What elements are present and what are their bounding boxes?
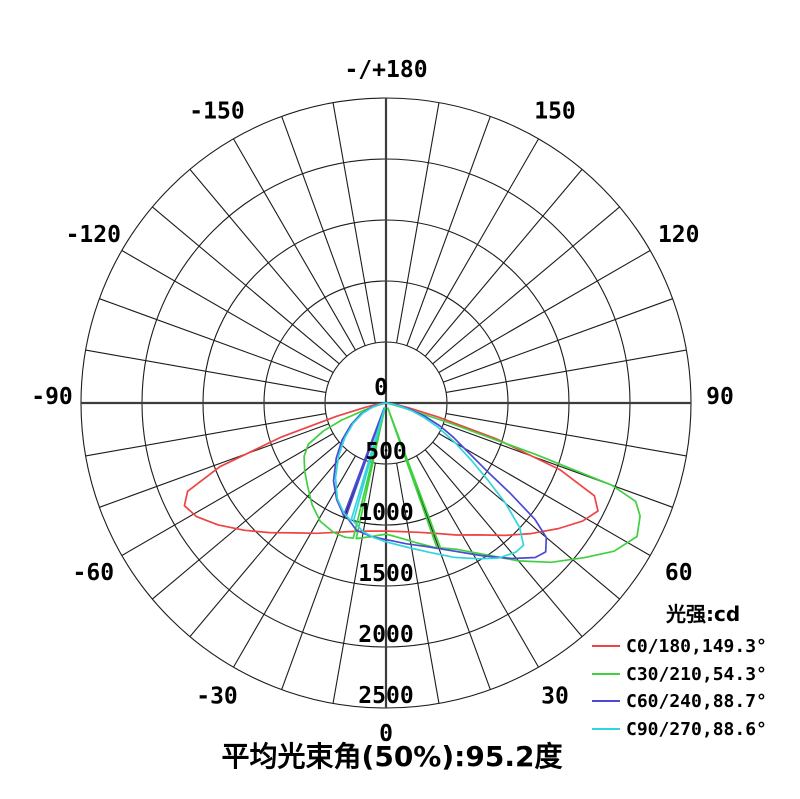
angle-label-0: 0: [379, 721, 393, 747]
intensity-curve-2: [332, 402, 548, 560]
polar-grid-spoke: [85, 413, 327, 457]
polar-grid-spoke: [438, 250, 651, 373]
polar-grid-spoke: [443, 423, 673, 508]
polar-grid-spoke: [416, 138, 539, 351]
intensity-curve-0: [183, 402, 599, 537]
angle-label-120: 120: [658, 222, 700, 248]
polar-grid-spoke: [406, 116, 491, 346]
polar-grid-spoke: [438, 433, 651, 556]
radial-label-2000: 2000: [358, 622, 413, 648]
polar-grid-spoke: [432, 206, 620, 365]
intensity-curves: [183, 402, 641, 564]
angle-label--30: -30: [196, 684, 238, 710]
intensity-curve-3: [334, 402, 525, 560]
angle-label--120: -120: [66, 222, 121, 248]
polar-grid-spoke: [332, 102, 376, 344]
polar-grid: [80, 97, 692, 709]
polar-grid-spoke: [281, 116, 366, 346]
legend-label-3: C90/270,88.6°: [626, 719, 767, 740]
polar-grid-spoke: [99, 423, 329, 508]
polar-grid-spoke: [233, 138, 356, 351]
angle-label--90: -90: [31, 384, 73, 410]
polar-grid-spoke: [121, 250, 334, 373]
polar-grid-spoke: [189, 169, 348, 357]
angle-label-30: 30: [541, 684, 569, 710]
polar-grid-spoke: [396, 102, 440, 344]
legend-label-0: C0/180,149.3°: [626, 636, 767, 657]
polar-grid-spoke: [424, 169, 583, 357]
polar-grid-spoke: [416, 455, 539, 668]
polar-grid-spoke: [152, 206, 340, 365]
legend: 光强:cd C0/180,149.3° C30/210,54.3° C60/240,…: [592, 602, 767, 740]
polar-grid-spoke: [121, 433, 334, 556]
radial-label-500: 500: [365, 439, 407, 465]
angle-label-180: -/+180: [344, 57, 427, 83]
polar-grid-spoke: [445, 413, 687, 457]
polar-grid-spoke: [233, 455, 356, 668]
angle-label-60: 60: [665, 560, 693, 586]
radial-label-1000: 1000: [358, 500, 413, 526]
polar-grid-spoke: [99, 298, 329, 383]
angle-label-150: 150: [534, 98, 576, 124]
axis-labels: -/+180 150 -150 120 -120 90 -90 60 -60 30 -30 0 500 1…: [31, 57, 734, 747]
angle-label--150: -150: [189, 98, 244, 124]
polar-grid-spoke: [396, 462, 440, 704]
angle-label--60: -60: [73, 560, 115, 586]
angle-label-90: 90: [706, 384, 734, 410]
polar-grid-spoke: [432, 441, 620, 600]
legend-label-2: C60/240,88.7°: [626, 691, 767, 712]
polar-grid-spoke: [152, 441, 340, 600]
polar-grid-spoke: [85, 349, 327, 393]
radial-label-center: 0: [374, 375, 388, 401]
polar-grid-spoke: [332, 462, 376, 704]
radial-label-1500: 1500: [358, 561, 413, 587]
polar-grid-spoke: [406, 460, 491, 690]
radial-label-2500: 2500: [358, 683, 413, 709]
polar-grid-spoke: [445, 349, 687, 393]
polar-grid-spoke: [443, 298, 673, 383]
polar-grid-spoke: [424, 449, 583, 637]
legend-label-1: C30/210,54.3°: [626, 664, 767, 685]
legend-title: 光强:cd: [665, 602, 740, 626]
polar-grid-spoke: [189, 449, 348, 637]
intensity-curve-1: [303, 402, 641, 564]
polar-grid-spoke: [281, 460, 366, 690]
chart-bottom-title: 平均光束角(50%):95.2度: [222, 740, 563, 773]
